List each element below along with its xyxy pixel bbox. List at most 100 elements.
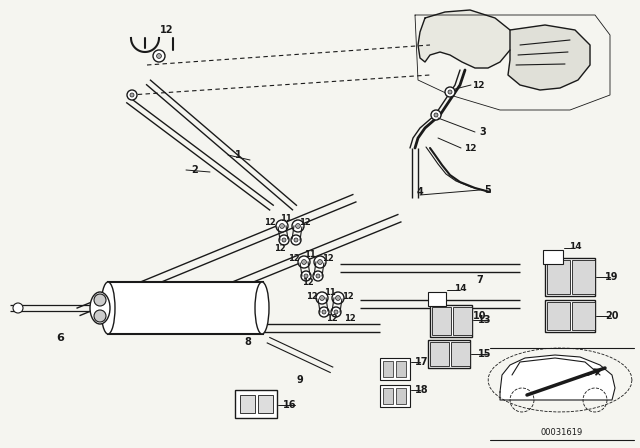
Bar [428, 292, 446, 306]
Bar [240, 395, 255, 413]
Circle shape [316, 274, 320, 278]
Circle shape [301, 271, 311, 281]
Bar [545, 300, 595, 332]
Text: 6: 6 [56, 333, 64, 343]
Circle shape [445, 87, 455, 97]
Text: 14: 14 [569, 241, 581, 250]
Text: 12: 12 [326, 314, 338, 323]
Circle shape [335, 296, 340, 301]
Bar [383, 361, 393, 377]
Bar [572, 260, 595, 294]
Text: 12: 12 [306, 292, 318, 301]
Bar [572, 302, 595, 330]
Circle shape [316, 292, 328, 304]
Text: 9: 9 [296, 375, 303, 385]
Circle shape [334, 310, 338, 314]
Bar [547, 260, 570, 294]
Text: 14: 14 [454, 284, 467, 293]
Circle shape [94, 310, 106, 322]
Circle shape [279, 235, 289, 245]
Bar [432, 307, 451, 335]
Text: 11: 11 [304, 250, 316, 258]
Text: 1: 1 [235, 150, 241, 160]
Text: 18: 18 [415, 385, 429, 395]
Bar [543, 250, 563, 264]
Text: 11: 11 [324, 288, 336, 297]
Circle shape [322, 310, 326, 314]
Circle shape [153, 50, 165, 62]
Text: 12: 12 [464, 143, 476, 152]
Ellipse shape [255, 282, 269, 334]
Bar [453, 307, 472, 335]
Circle shape [292, 220, 304, 232]
Text: 12: 12 [322, 254, 334, 263]
Circle shape [280, 224, 284, 228]
Polygon shape [508, 25, 590, 90]
Ellipse shape [90, 292, 110, 324]
Bar [396, 361, 406, 377]
Bar [380, 385, 410, 407]
Circle shape [296, 224, 300, 228]
Text: 12: 12 [302, 277, 314, 287]
Text: 4: 4 [417, 187, 424, 197]
Circle shape [276, 220, 288, 232]
Circle shape [301, 259, 307, 264]
Text: 11: 11 [280, 214, 292, 223]
Bar [428, 340, 470, 368]
Text: 17: 17 [415, 357, 429, 367]
Circle shape [313, 271, 323, 281]
Circle shape [127, 90, 137, 100]
Text: 10: 10 [473, 311, 487, 321]
Text: 5: 5 [484, 185, 492, 195]
Text: 3: 3 [479, 127, 486, 137]
Text: 12: 12 [344, 314, 356, 323]
Text: 12: 12 [160, 25, 173, 35]
Bar [430, 342, 449, 366]
Bar [547, 302, 570, 330]
Circle shape [319, 296, 324, 301]
Bar [108, 282, 263, 334]
Polygon shape [500, 355, 615, 400]
Circle shape [304, 274, 308, 278]
Text: 7: 7 [477, 275, 483, 285]
Text: 8: 8 [244, 337, 252, 347]
Text: 12: 12 [342, 292, 354, 301]
Circle shape [291, 235, 301, 245]
Text: 12: 12 [274, 244, 286, 253]
Bar [396, 388, 406, 404]
Polygon shape [418, 10, 510, 68]
Circle shape [298, 256, 310, 268]
Bar [451, 342, 470, 366]
Text: 00031619: 00031619 [541, 427, 583, 436]
Circle shape [448, 90, 452, 94]
Text: 19: 19 [605, 272, 619, 282]
Bar [383, 388, 393, 404]
Text: 20: 20 [605, 311, 619, 321]
Text: 13: 13 [478, 315, 492, 325]
Text: 12: 12 [299, 217, 311, 227]
Bar [380, 358, 410, 380]
Ellipse shape [101, 282, 115, 334]
Circle shape [13, 303, 23, 313]
Circle shape [431, 110, 441, 120]
Text: 12: 12 [264, 217, 276, 227]
Circle shape [157, 54, 161, 58]
Text: 12: 12 [288, 254, 300, 263]
Bar [235, 390, 277, 418]
Text: 15: 15 [478, 349, 492, 359]
Circle shape [282, 238, 286, 242]
Circle shape [314, 256, 326, 268]
Circle shape [130, 93, 134, 97]
Bar [430, 305, 472, 337]
Bar [545, 258, 595, 296]
Circle shape [332, 292, 344, 304]
Bar [258, 395, 273, 413]
Text: 12: 12 [472, 81, 484, 90]
Circle shape [294, 238, 298, 242]
Circle shape [319, 307, 329, 317]
Text: 2: 2 [191, 165, 198, 175]
Circle shape [317, 259, 323, 264]
Circle shape [94, 294, 106, 306]
Circle shape [434, 113, 438, 117]
Circle shape [331, 307, 341, 317]
